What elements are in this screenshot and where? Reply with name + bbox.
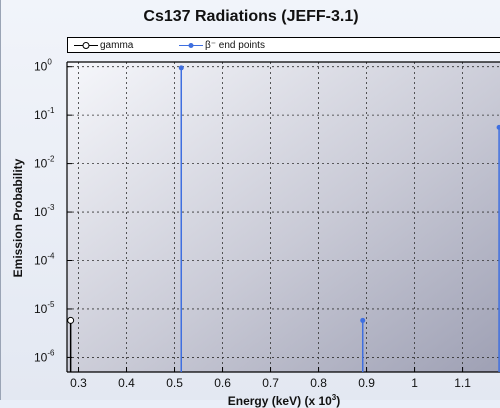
legend-label-beta: β⁻ end points <box>205 40 265 51</box>
x-axis-label-text: Energy (keV) (x 10 <box>227 394 332 408</box>
x-axis-label: Energy (keV) (x 103) <box>228 393 341 408</box>
y-tick-label: 10-5 <box>34 300 55 316</box>
data-marks <box>67 65 500 372</box>
y-tick-label: 10-6 <box>34 348 55 364</box>
y-tick-label: 10-2 <box>34 155 55 171</box>
legend-swatch-beta <box>179 43 203 48</box>
x-tick-label: 0.8 <box>310 376 327 390</box>
y-tick-label: 10-1 <box>34 106 55 122</box>
x-tick-label: 0.3 <box>70 376 87 390</box>
x-tick-label: 0.5 <box>166 376 183 390</box>
x-axis-label-exponent: 3 <box>331 393 337 402</box>
tick-labels: 0.3 0.4 0.5 0.6 0.7 0.8 0.9 1 1.1 100 10-1 10-2 10-3… <box>34 58 471 390</box>
point-beta <box>178 65 184 71</box>
plot-background <box>67 62 500 372</box>
x-axis-label-tail: ) <box>336 394 341 408</box>
plot-area: 0.3 0.4 0.5 0.6 0.7 0.8 0.9 1 1.1 100 10-1 10-2 10-3… <box>34 58 500 390</box>
y-tick-label: 10-3 <box>34 203 55 219</box>
legend: gamma β⁻ end points <box>67 37 500 53</box>
y-axis-label: Emission Probability <box>11 158 25 278</box>
legend-label-gamma: gamma <box>100 40 134 51</box>
point-gamma <box>67 316 75 324</box>
x-tick-label: 0.7 <box>262 376 279 390</box>
grid <box>67 62 500 372</box>
legend-swatch-gamma <box>74 42 98 49</box>
y-tick-label: 100 <box>34 58 52 74</box>
axes <box>66 61 500 373</box>
x-tick-label: 0.9 <box>358 376 375 390</box>
x-tick-label: 0.4 <box>118 376 135 390</box>
point-beta <box>496 124 500 130</box>
x-tick-label: 1.1 <box>454 376 471 390</box>
x-tick-label: 1 <box>411 376 418 390</box>
x-tick-label: 0.6 <box>214 376 231 390</box>
chart-title: Cs137 Radiations (JEFF-3.1) <box>143 8 359 25</box>
y-tick-label: 10-4 <box>34 252 55 268</box>
point-beta <box>360 317 366 323</box>
